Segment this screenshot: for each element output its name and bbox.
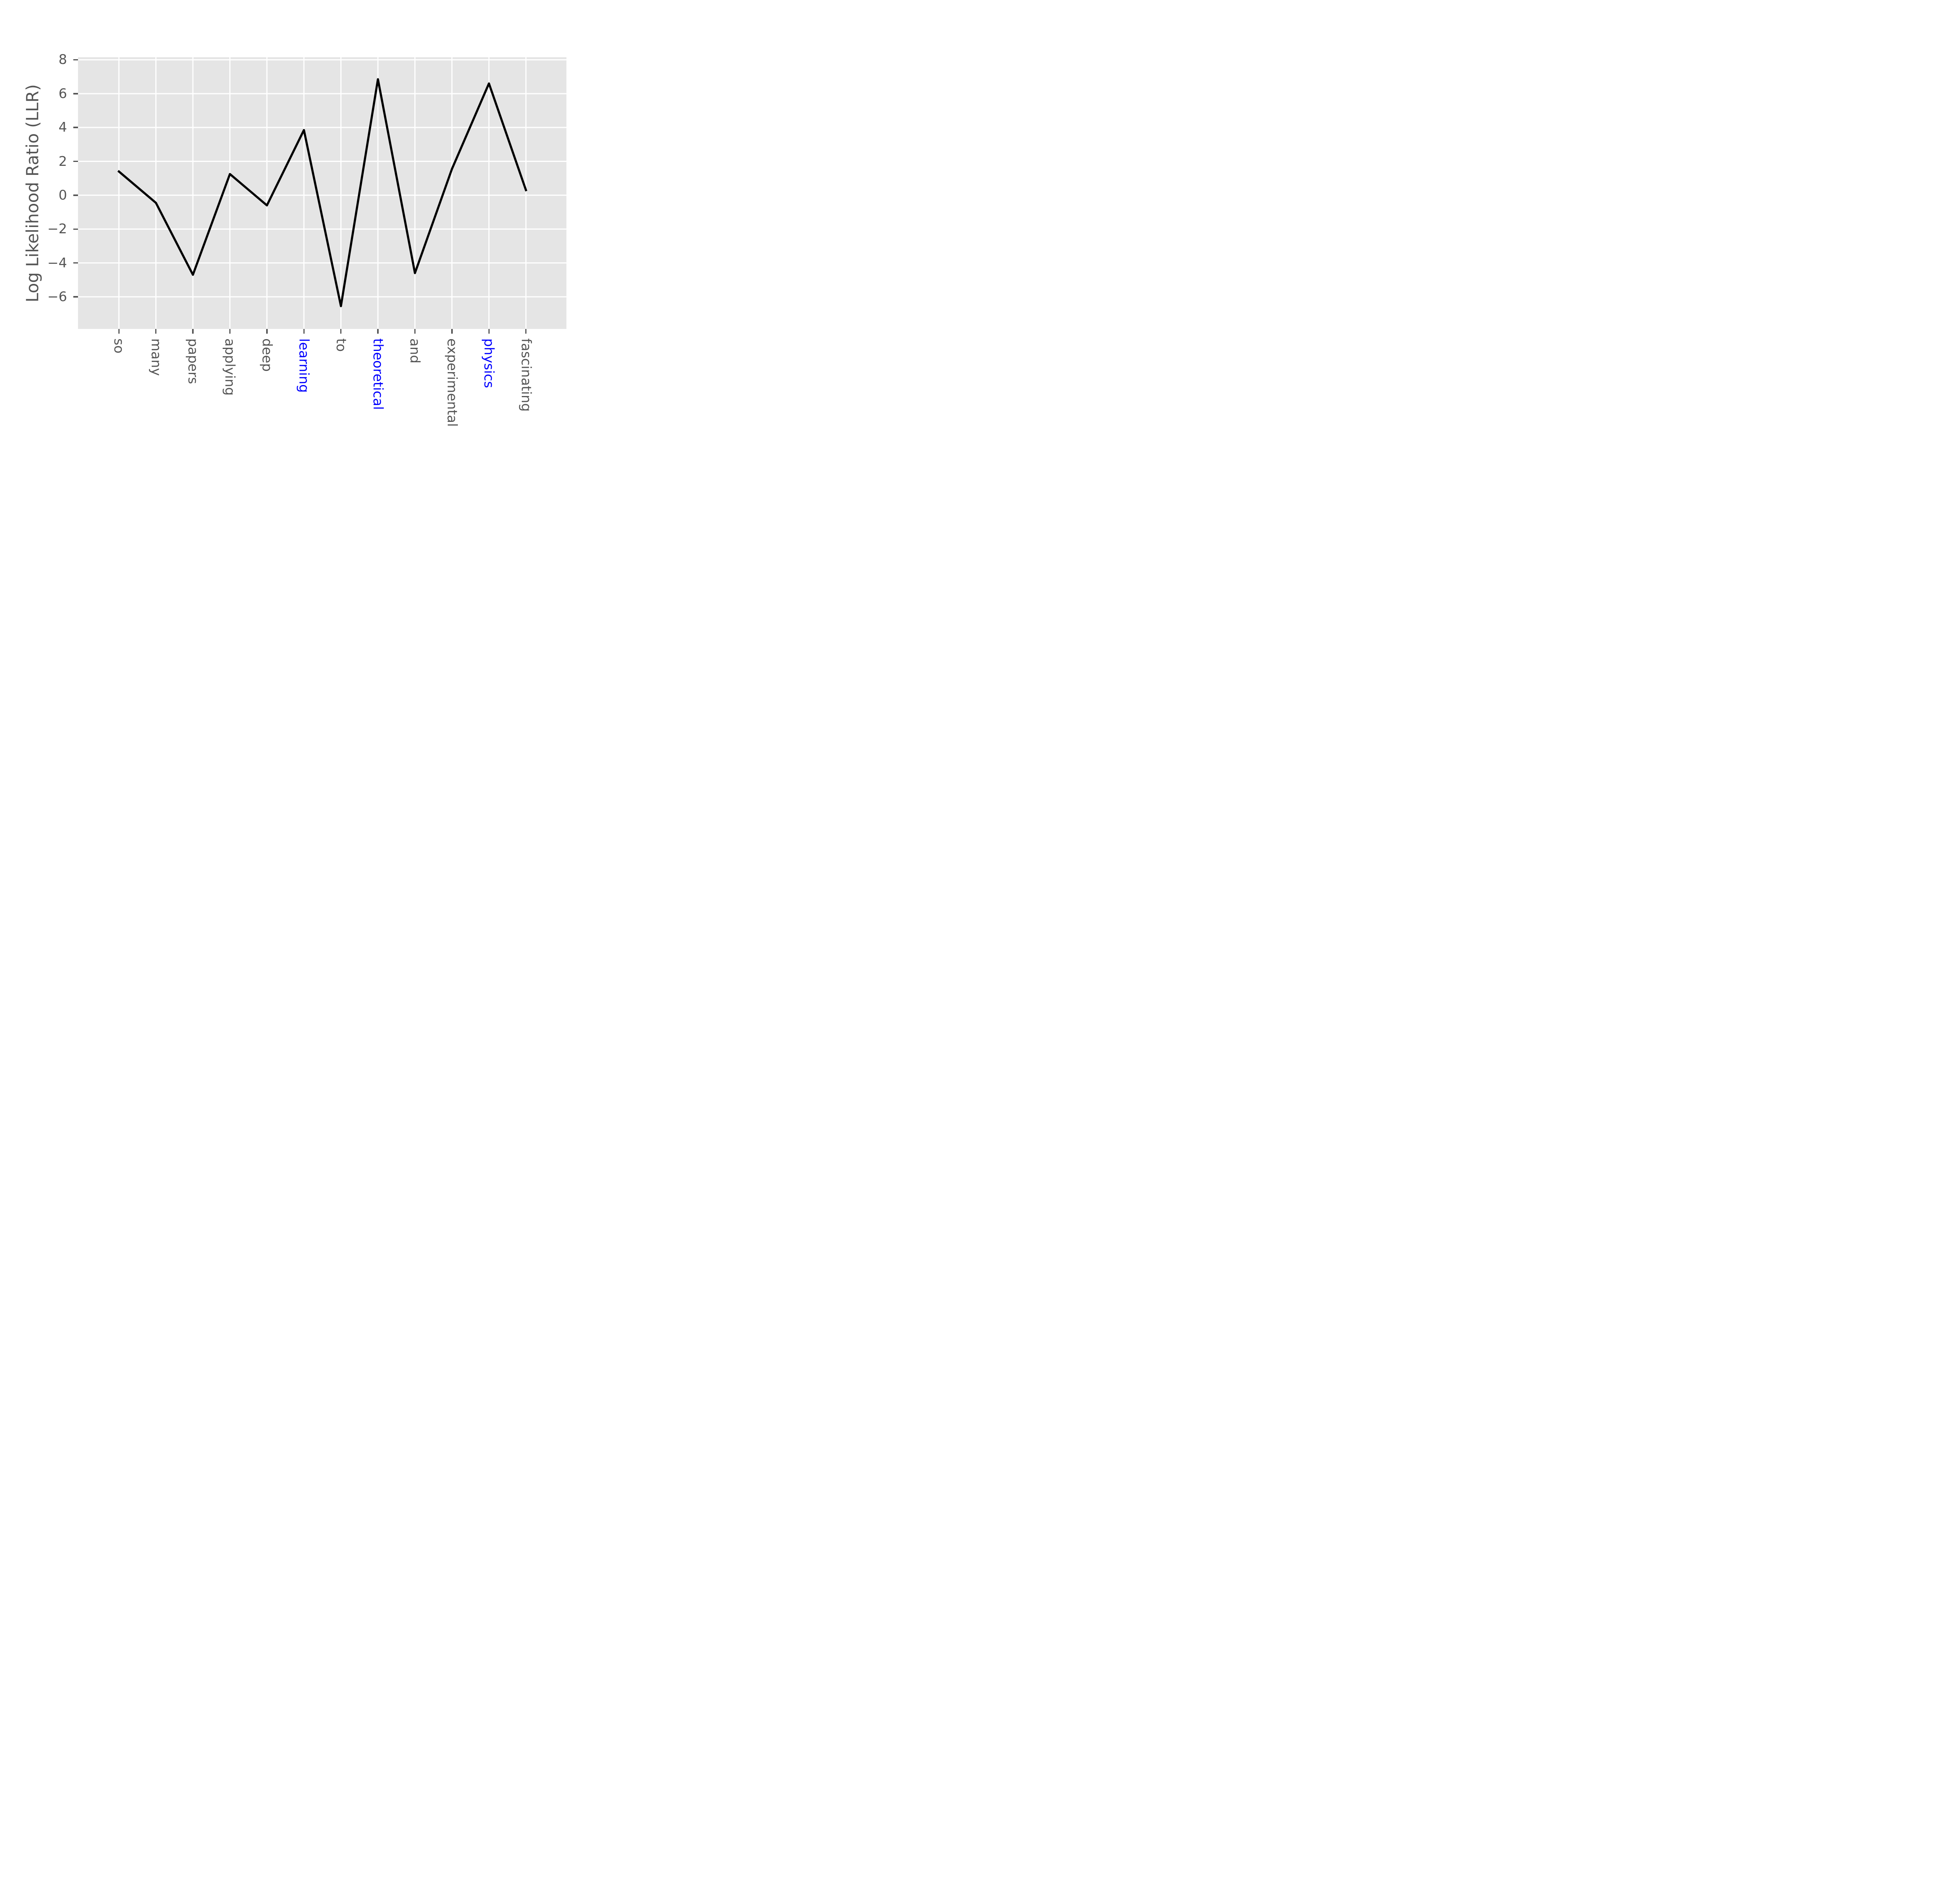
x-tick-mark-so bbox=[118, 329, 120, 334]
y-tick-mark-8 bbox=[73, 59, 78, 61]
x-tick-label-experimental: experimental bbox=[444, 338, 460, 427]
y-tick-mark-2 bbox=[73, 160, 78, 162]
x-tick-mark-experimental bbox=[451, 329, 453, 334]
x-tick-label-learning: learning bbox=[296, 338, 312, 393]
y-tick-mark-0 bbox=[73, 194, 78, 196]
x-tick-mark-fascinating bbox=[525, 329, 527, 334]
y-tick-label-0: 0 bbox=[58, 187, 67, 203]
y-tick-label-8: 8 bbox=[58, 52, 67, 68]
x-tick-mark-deep bbox=[266, 329, 268, 334]
x-tick-mark-papers bbox=[192, 329, 194, 334]
x-tick-mark-applying bbox=[229, 329, 231, 334]
y-tick-label-6: 6 bbox=[58, 85, 67, 102]
y-tick-mark-6 bbox=[73, 93, 78, 94]
y-tick-label--6: −6 bbox=[47, 289, 67, 305]
x-tick-label-so: so bbox=[111, 338, 127, 354]
x-tick-mark-many bbox=[155, 329, 157, 334]
figure: Log Likelihood Ratio (LLR) 8 6 4 2 0 −2 −4 −6 so… bbox=[0, 0, 627, 470]
x-tick-label-and: and bbox=[407, 338, 423, 363]
y-tick-mark--4 bbox=[73, 262, 78, 264]
x-tick-mark-to bbox=[340, 329, 342, 334]
x-tick-label-papers: papers bbox=[185, 338, 201, 384]
x-tick-label-many: many bbox=[148, 338, 164, 376]
llr-line bbox=[117, 78, 528, 307]
x-tick-mark-learning bbox=[303, 329, 305, 334]
x-tick-label-to: to bbox=[333, 338, 349, 352]
x-tick-label-theoretical: theoretical bbox=[370, 338, 386, 410]
y-tick-label--2: −2 bbox=[47, 221, 67, 237]
x-tick-mark-and bbox=[414, 329, 416, 334]
x-tick-label-fascinating: fascinating bbox=[518, 338, 534, 412]
y-tick-mark-4 bbox=[73, 127, 78, 128]
plot-area bbox=[78, 57, 566, 329]
x-tick-mark-physics bbox=[488, 329, 490, 334]
x-tick-label-deep: deep bbox=[259, 338, 275, 372]
y-tick-mark--2 bbox=[73, 228, 78, 230]
x-tick-label-applying: applying bbox=[222, 338, 238, 396]
y-tick-label-4: 4 bbox=[58, 120, 67, 136]
y-tick-label--4: −4 bbox=[47, 255, 67, 271]
chart-canvas bbox=[78, 57, 566, 329]
y-tick-mark--6 bbox=[73, 296, 78, 298]
x-tick-label-physics: physics bbox=[481, 338, 497, 388]
y-tick-label-2: 2 bbox=[58, 153, 67, 169]
x-tick-mark-theoretical bbox=[377, 329, 379, 334]
